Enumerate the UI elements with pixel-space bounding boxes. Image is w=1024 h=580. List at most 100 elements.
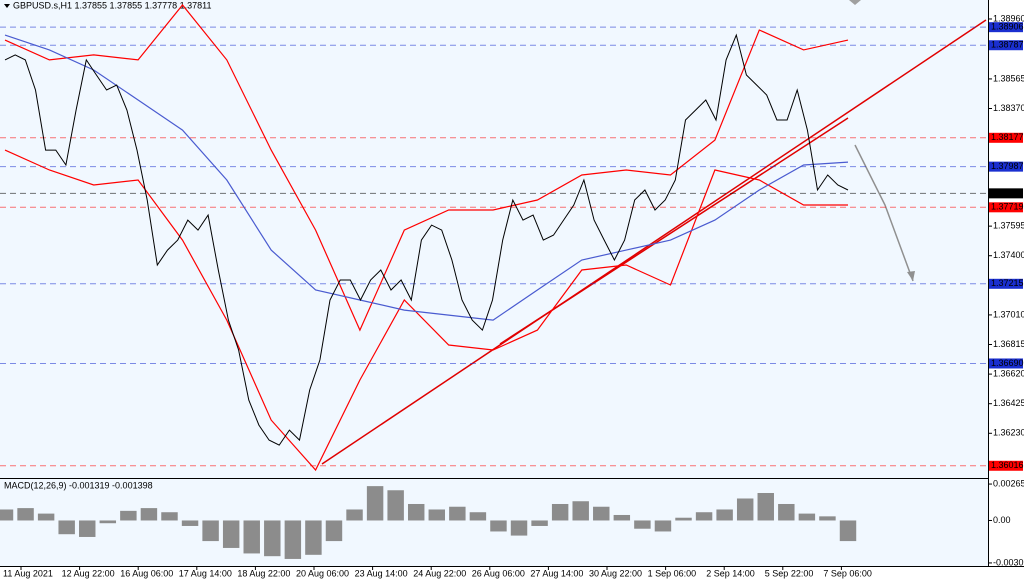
y-tick-label: 1.38565: [993, 73, 1024, 83]
macd-bar: [202, 520, 219, 542]
macd-bar: [490, 520, 507, 532]
x-tick-label: 17 Aug 14:00: [179, 568, 232, 578]
y-tick-label: 1.36230: [993, 428, 1024, 438]
x-tick-label: 7 Sep 06:00: [823, 568, 872, 578]
arrow-head: [907, 271, 915, 281]
indicator-line: [4, 4, 849, 332]
chart-title: GBPUSD.s,H1 1.37855 1.37855 1.37778 1.37…: [13, 0, 211, 10]
macd-bar: [695, 512, 713, 521]
macd-bar: [778, 503, 795, 521]
macd-bar: [819, 516, 836, 521]
macd-bar: [757, 492, 774, 521]
macd-bar: [469, 512, 487, 521]
y-tick-label: 1.37400: [993, 250, 1024, 260]
y-tick-label: 1.38370: [993, 103, 1024, 113]
macd-bar: [17, 508, 34, 521]
macd-bar: [0, 509, 14, 521]
macd-bar: [449, 506, 466, 521]
level-label: 1.37215: [991, 278, 1024, 288]
level-label: 1.38906: [991, 22, 1024, 32]
price-line: [4, 33, 849, 446]
y-tick-label: 1.36620: [993, 368, 1024, 378]
x-tick-label: 27 Aug 14:00: [530, 568, 583, 578]
x-tick-label: 11 Aug 2021: [3, 568, 53, 578]
level-label: 1.38787: [991, 40, 1024, 50]
macd-bar: [264, 520, 281, 557]
macd-bar: [716, 509, 733, 521]
macd-bar: [613, 514, 631, 521]
level-label: 1.37811: [991, 188, 1023, 198]
macd-y-tick-label: 0.00: [993, 515, 1011, 525]
level-label-box: [989, 202, 1023, 213]
level-label: 1.37987: [991, 161, 1024, 171]
y-tick-label: 1.36425: [993, 398, 1024, 408]
macd-y-tick-label: -0.003091: [993, 557, 1024, 567]
level-label: 1.37719: [991, 202, 1024, 212]
level-label: 1.36016: [991, 460, 1024, 470]
level-label-box: [989, 460, 1023, 471]
macd-y-tick-label: 0.002651: [993, 478, 1024, 488]
level-label-box: [989, 132, 1023, 143]
y-tick-label: 1.37595: [993, 221, 1024, 231]
trend-line: [499, 117, 849, 345]
macd-bar: [37, 513, 55, 521]
x-tick-label: 26 Aug 06:00: [472, 568, 525, 578]
level-label-box: [989, 161, 1023, 172]
macd-bar: [305, 520, 322, 555]
macd-title: MACD(12,26,9) -0.001319 -0.001398: [4, 480, 153, 490]
macd-bar: [634, 520, 651, 529]
y-tick-label: 1.37010: [993, 309, 1024, 319]
scroll-marker: [849, 0, 861, 5]
macd-bar: [120, 510, 137, 521]
macd-bar: [79, 520, 96, 537]
macd-bar: [58, 520, 75, 535]
x-tick-label: 23 Aug 14:00: [355, 568, 408, 578]
x-tick-label: 30 Aug 22:00: [589, 568, 642, 578]
macd-bar: [654, 520, 672, 532]
x-tick-label: 24 Aug 22:00: [413, 568, 466, 578]
x-tick-label: 20 Aug 06:00: [296, 568, 349, 578]
plot-background: [0, 0, 988, 566]
macd-bar: [222, 520, 240, 548]
level-label: 1.36690: [991, 358, 1024, 368]
macd-bar: [387, 490, 404, 521]
macd-bar: [428, 509, 446, 521]
level-label: 1.38177: [991, 132, 1024, 142]
macd-bar: [736, 498, 754, 521]
macd-bar: [161, 512, 178, 521]
level-label-box: [989, 40, 1023, 51]
macd-bar: [99, 520, 117, 524]
macd-bar: [798, 513, 816, 521]
macd-bar: [551, 503, 569, 521]
drawings: [321, 0, 987, 465]
macd-bar: [284, 520, 302, 559]
x-tick-label: 1 Sep 06:00: [648, 568, 697, 578]
macd-bar: [839, 520, 857, 542]
macd-bar: [510, 520, 528, 536]
macd-bar: [366, 486, 384, 521]
y-tick-label: 1.38960: [993, 13, 1024, 23]
forecast-arrow: [854, 144, 914, 282]
macd-bar: [675, 517, 692, 521]
macd-bar: [531, 520, 548, 526]
level-label-box: [989, 358, 1023, 369]
level-label-box: [989, 188, 1023, 199]
level-label-box: [989, 278, 1023, 289]
x-tick-label: 18 Aug 22:00: [237, 568, 290, 578]
x-tick-label: 12 Aug 22:00: [62, 568, 115, 578]
macd-bar: [407, 503, 425, 521]
level-label-box: [989, 22, 1023, 33]
y-tick-label: 1.36815: [993, 339, 1024, 349]
x-tick-label: 2 Sep 14:00: [706, 568, 755, 578]
macd-bar: [181, 520, 199, 526]
macd-bar: [243, 520, 260, 554]
macd-bar: [346, 509, 363, 521]
macd-bar: [140, 508, 158, 521]
macd-bar: [593, 506, 610, 521]
macd-bar: [325, 520, 343, 542]
indicator-line: [4, 34, 849, 321]
trend-line: [321, 19, 987, 465]
x-tick-label: 5 Sep 22:00: [765, 568, 814, 578]
symbol-menu[interactable]: [4, 4, 10, 8]
